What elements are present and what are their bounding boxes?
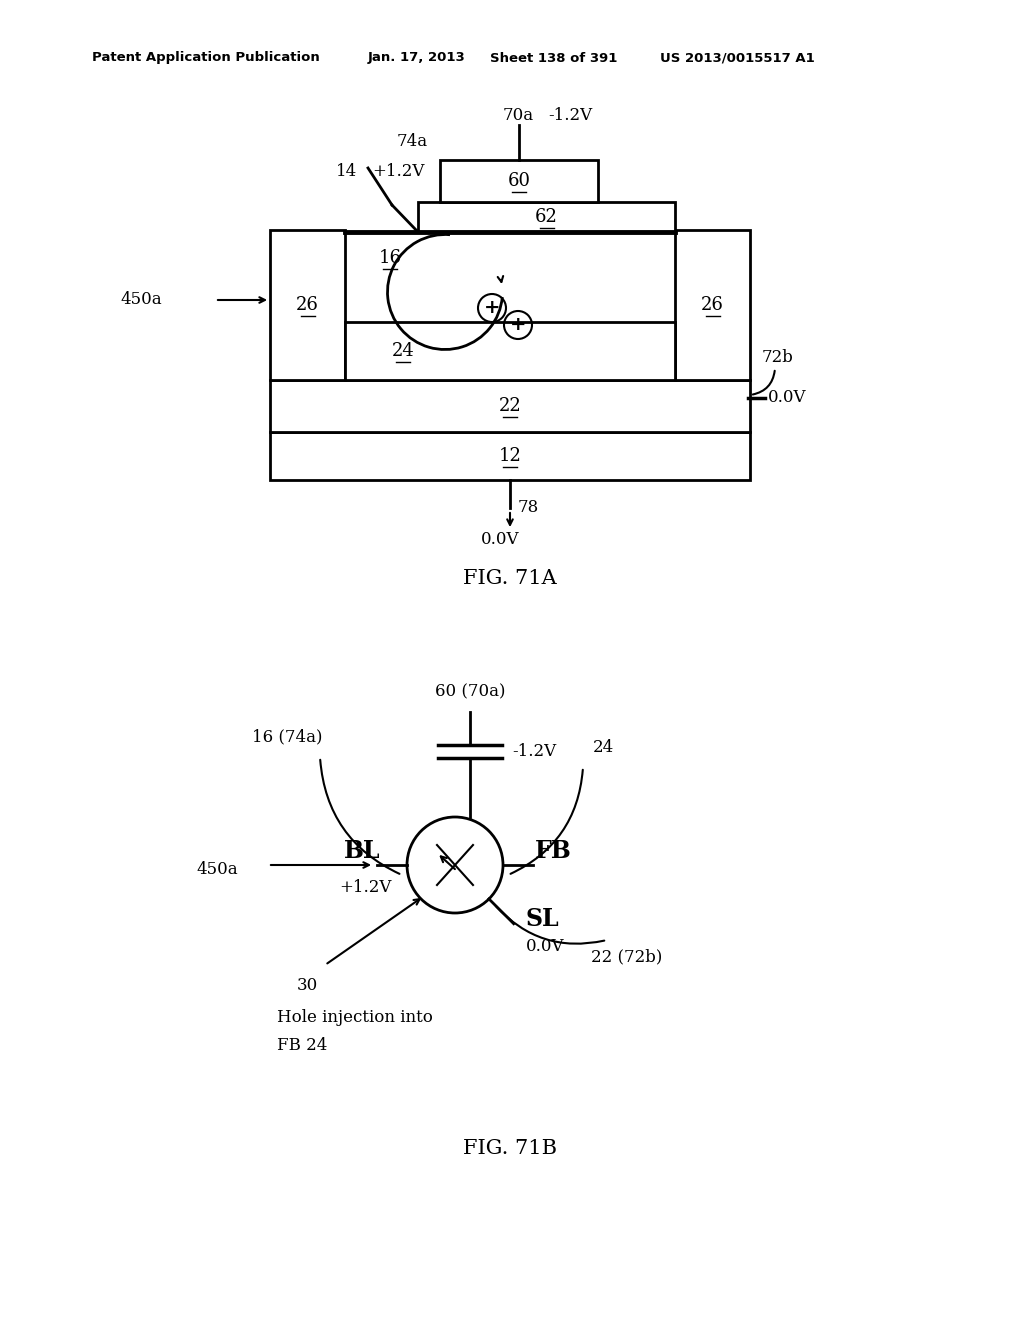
- Text: 14: 14: [336, 164, 357, 181]
- Text: 74a: 74a: [396, 133, 428, 150]
- Text: 30: 30: [296, 977, 317, 994]
- Text: 450a: 450a: [197, 862, 238, 879]
- Bar: [270, 230, 345, 380]
- Text: Sheet 138 of 391: Sheet 138 of 391: [490, 51, 617, 65]
- Text: -1.2V: -1.2V: [512, 743, 556, 760]
- Text: 24: 24: [391, 342, 415, 360]
- Text: 62: 62: [536, 209, 558, 226]
- Text: 26: 26: [296, 296, 318, 314]
- Bar: [675, 230, 750, 380]
- Bar: [418, 202, 675, 232]
- Bar: [270, 432, 750, 480]
- Text: 60: 60: [508, 172, 530, 190]
- Text: -1.2V: -1.2V: [548, 107, 592, 124]
- Text: 78: 78: [518, 499, 540, 516]
- Text: +: +: [510, 315, 526, 334]
- Text: 0.0V: 0.0V: [768, 389, 807, 407]
- Text: 12: 12: [499, 447, 521, 465]
- Text: 0.0V: 0.0V: [480, 532, 519, 549]
- Text: 0.0V: 0.0V: [525, 939, 564, 956]
- Text: +1.2V: +1.2V: [372, 164, 424, 181]
- Text: 16 (74a): 16 (74a): [252, 729, 323, 746]
- Text: FIG. 71A: FIG. 71A: [463, 569, 557, 587]
- Text: BL: BL: [344, 840, 380, 863]
- Text: SL: SL: [525, 907, 559, 931]
- Bar: [440, 160, 598, 202]
- Text: FB: FB: [535, 840, 571, 863]
- Bar: [270, 380, 750, 432]
- Text: 60 (70a): 60 (70a): [435, 684, 505, 701]
- Text: FB 24: FB 24: [278, 1036, 328, 1053]
- Text: 24: 24: [592, 738, 613, 755]
- Text: Hole injection into: Hole injection into: [278, 1008, 433, 1026]
- Text: 26: 26: [701, 296, 724, 314]
- Text: 16: 16: [379, 249, 401, 267]
- Text: +1.2V: +1.2V: [339, 879, 391, 895]
- Text: 72b: 72b: [762, 350, 794, 367]
- Text: Jan. 17, 2013: Jan. 17, 2013: [368, 51, 466, 65]
- Bar: [345, 322, 675, 380]
- Text: 450a: 450a: [121, 292, 162, 309]
- Text: 70a: 70a: [503, 107, 535, 124]
- Text: +: +: [483, 300, 501, 317]
- Text: 22 (72b): 22 (72b): [591, 949, 663, 965]
- Text: Patent Application Publication: Patent Application Publication: [92, 51, 319, 65]
- Text: 22: 22: [499, 397, 521, 414]
- Text: US 2013/0015517 A1: US 2013/0015517 A1: [660, 51, 815, 65]
- Text: FIG. 71B: FIG. 71B: [463, 1138, 557, 1158]
